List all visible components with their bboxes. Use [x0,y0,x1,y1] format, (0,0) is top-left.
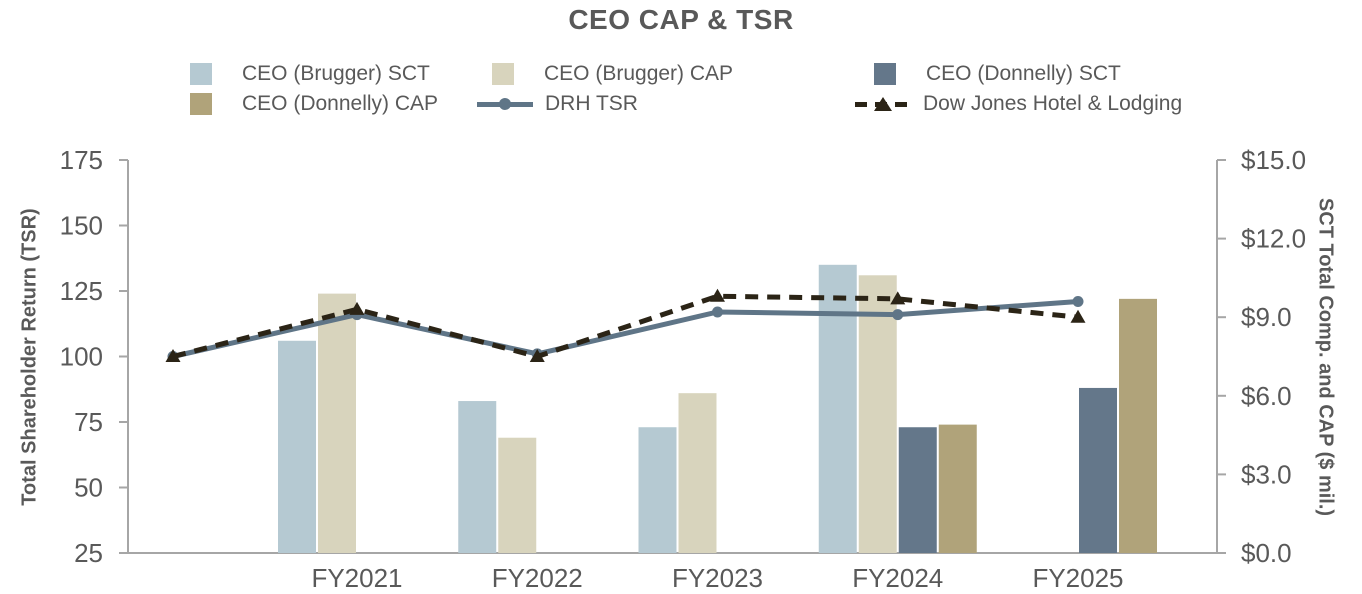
legend-item-brugger-sct: CEO (Brugger) SCT [190,62,430,86]
legend-item-donnelly-cap: CEO (Donnelly) CAP [190,92,438,116]
bar-0-FY2024 [818,264,857,553]
left-axis-title: Total Shareholder Return (TSR) [18,208,41,506]
left-axis-tick-label: 50 [74,473,103,503]
left-axis-tick-label: 175 [60,145,103,175]
x-axis-category-label: FY2023 [672,563,763,593]
brugger-sct-swatch-icon [190,63,212,85]
legend-item-dow-jones: Dow Jones Hotel & Lodging [855,92,1182,116]
right-axis-tick-label: $12.0 [1241,224,1306,254]
right-axis-tick-label: $3.0 [1241,459,1292,489]
left-axis-tick-label: 100 [60,342,103,372]
legend-item-drh-tsr: DRH TSR [477,92,638,116]
right-axis-tick-label: $0.0 [1241,538,1292,568]
right-axis-tick-label: $15.0 [1241,145,1306,175]
legend-label: CEO (Donnelly) SCT [926,62,1121,85]
bar-0-FY2023 [638,427,677,553]
left-axis-tick-label: 75 [74,407,103,437]
left-axis-tick-label: 25 [74,538,103,568]
bar-2-FY2024 [898,427,937,553]
right-axis-title: SCT Total Comp. and CAP ($ mil.) [1314,197,1337,517]
triangle-marker [890,291,906,305]
triangle-marker [165,349,181,362]
line-drh-tsr [172,298,1079,359]
legend-label: DRH TSR [545,92,638,115]
bar-3-FY2024 [938,424,977,553]
legend-label: CEO (Donnelly) CAP [242,92,439,115]
bar-0-FY2022 [458,401,497,553]
triangle-marker [1070,309,1086,323]
bar-1-FY2021 [318,293,356,553]
x-axis-category-label: FY2024 [852,563,943,593]
right-axis-tick-label: $6.0 [1241,381,1292,411]
bar-2-FY2025 [1079,387,1117,553]
brugger-cap-swatch-icon [492,63,514,85]
legend-label: CEO (Brugger) CAP [544,62,734,85]
circle-marker [712,306,723,318]
legend-item-brugger-cap: CEO (Brugger) CAP [492,62,733,86]
bar-0-FY2021 [278,340,316,553]
bar-3-FY2025 [1119,298,1157,553]
right-axis-tick-label: $9.0 [1241,302,1292,332]
donnelly-cap-swatch-icon [190,93,212,115]
bar-1-FY2024 [858,275,897,553]
left-axis-tick-label: 125 [60,276,103,306]
donnelly-sct-swatch-icon [874,63,896,85]
left-axis-tick-label: 150 [60,211,103,241]
x-axis-category-label: FY2022 [492,563,583,593]
legend-item-donnelly-sct: CEO (Donnelly) SCT [874,62,1121,86]
bar-1-FY2023 [678,393,717,553]
triangle-marker [349,301,365,315]
x-axis-category-label: FY2021 [311,563,402,593]
drh-tsr-line-icon [477,92,533,116]
bar-1-FY2022 [498,437,537,553]
chart-title: CEO CAP & TSR [568,4,794,35]
line-dow-jones [172,293,1079,360]
x-axis-category-label: FY2025 [1032,563,1123,593]
triangle-marker [710,288,725,302]
dow-jones-line-icon [855,92,911,116]
circle-marker [1072,295,1084,307]
triangle-marker [529,349,545,362]
legend-label: Dow Jones Hotel & Lodging [923,92,1183,115]
legend-label: CEO (Brugger) SCT [242,62,430,85]
circle-marker [892,309,904,321]
